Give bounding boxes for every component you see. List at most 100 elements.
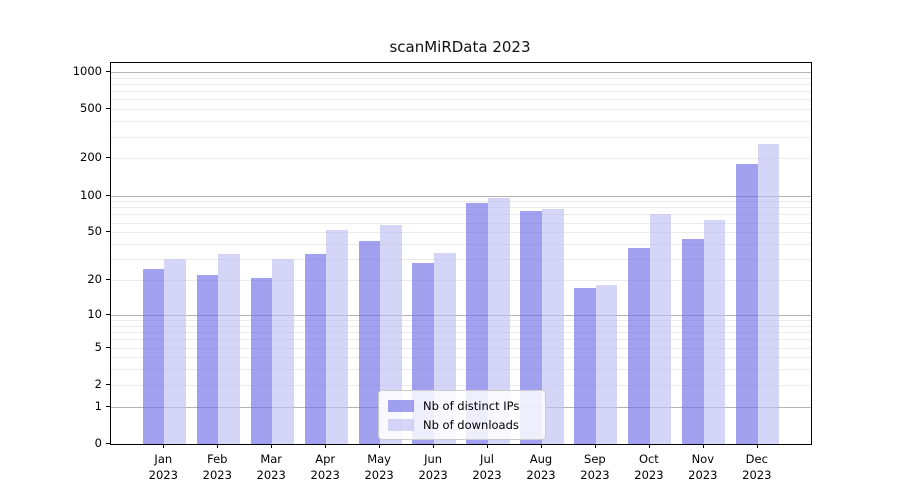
bar-ips-feb xyxy=(196,275,219,444)
x-tick-label-may: May 2023 xyxy=(351,451,407,483)
minor-gridline xyxy=(111,214,811,216)
x-tick-feb xyxy=(217,444,219,448)
x-tick-year-nov: 2023 xyxy=(688,468,718,482)
x-tick-year-jul: 2023 xyxy=(472,468,502,482)
x-tick-label-jun: Jun 2023 xyxy=(405,451,461,483)
x-tick-mar xyxy=(271,444,273,448)
y-tick-label-5: 5 xyxy=(94,339,102,354)
y-tick-1000 xyxy=(106,70,110,72)
x-tick-year-feb: 2023 xyxy=(202,468,232,482)
x-tick-label-sep: Sep 2023 xyxy=(567,451,623,483)
x-tick-may xyxy=(379,444,381,448)
minor-gridline xyxy=(111,136,811,138)
x-tick-label-aug: Aug 2023 xyxy=(513,451,569,483)
x-tick-label-mar: Mar 2023 xyxy=(243,451,299,483)
bar-downloads-apr xyxy=(326,230,348,444)
y-tick-label-200: 200 xyxy=(80,150,102,165)
bar-downloads-may xyxy=(380,225,402,444)
minor-gridline xyxy=(111,121,811,123)
bar-downloads-nov xyxy=(703,220,726,444)
y-tick-label-2: 2 xyxy=(94,376,102,391)
bar-downloads-jul xyxy=(488,198,510,444)
bar-ips-nov xyxy=(682,239,704,444)
y-tick-10 xyxy=(106,313,110,315)
major-gridline xyxy=(111,71,811,73)
bar-ips-aug xyxy=(520,210,542,444)
minor-gridline xyxy=(111,280,811,281)
y-tick-50 xyxy=(106,231,110,233)
y-tick-label-1: 1 xyxy=(94,398,102,413)
minor-gridline xyxy=(111,158,811,160)
x-tick-apr xyxy=(325,444,327,448)
minor-gridline xyxy=(111,91,811,93)
minor-gridline xyxy=(111,109,811,111)
minor-gridline xyxy=(111,369,811,371)
bar-ips-jul xyxy=(466,202,488,444)
bar-ips-dec xyxy=(736,164,758,444)
bar-ips-oct xyxy=(628,248,650,444)
minor-gridline xyxy=(111,347,811,349)
x-tick-label-jul: Jul 2023 xyxy=(459,451,515,483)
minor-gridline xyxy=(111,222,811,224)
bar-ips-apr xyxy=(304,254,327,444)
x-tick-year-jan: 2023 xyxy=(148,468,178,482)
bar-ips-jan xyxy=(142,268,165,444)
y-tick-0 xyxy=(106,443,110,444)
minor-gridline xyxy=(111,332,811,333)
minor-gridline xyxy=(111,325,811,327)
y-tick-2 xyxy=(106,383,110,385)
bar-ips-mar xyxy=(250,277,273,444)
x-tick-year-jun: 2023 xyxy=(418,468,448,482)
bar-downloads-mar xyxy=(272,259,294,444)
y-tick-label-100: 100 xyxy=(80,187,102,202)
x-tick-label-feb: Feb 2023 xyxy=(189,451,245,483)
minor-gridline xyxy=(111,201,811,203)
y-tick-200 xyxy=(106,157,110,159)
y-tick-label-10: 10 xyxy=(87,306,102,321)
major-gridline xyxy=(111,195,811,197)
x-tick-oct xyxy=(648,444,650,448)
y-tick-label-1000: 1000 xyxy=(72,63,102,78)
legend-label-ips: Nb of distinct IPs xyxy=(423,398,520,413)
bar-downloads-sep xyxy=(595,285,618,444)
y-tick-label-500: 500 xyxy=(80,101,102,116)
minor-gridline xyxy=(111,99,811,101)
bar-ips-may xyxy=(358,241,381,444)
y-tick-label-0: 0 xyxy=(94,436,102,450)
x-tick-nov xyxy=(702,444,704,448)
x-tick-jan xyxy=(163,444,165,448)
bar-downloads-oct xyxy=(649,213,672,444)
minor-gridline xyxy=(111,77,811,79)
legend-swatch-downloads xyxy=(388,418,414,431)
x-tick-label-nov: Nov 2023 xyxy=(675,451,731,483)
x-tick-label-dec: Dec 2023 xyxy=(729,451,785,483)
x-tick-label-jan: Jan 2023 xyxy=(135,451,191,483)
legend-swatch-ips xyxy=(388,399,414,412)
x-tick-year-dec: 2023 xyxy=(742,468,772,482)
x-tick-year-may: 2023 xyxy=(364,468,394,482)
chart-title: scanMiRData 2023 xyxy=(389,38,531,56)
y-tick-label-20: 20 xyxy=(87,272,102,286)
plot-area xyxy=(110,62,812,445)
x-tick-label-oct: Oct 2023 xyxy=(621,451,677,483)
minor-gridline xyxy=(111,384,811,386)
minor-gridline xyxy=(111,83,811,85)
x-tick-label-apr: Apr 2023 xyxy=(297,451,353,483)
minor-gridline xyxy=(111,320,811,321)
legend-row-ips: Nb of distinct IPs xyxy=(388,396,536,415)
x-tick-aug xyxy=(541,444,542,448)
x-tick-sep xyxy=(594,444,596,448)
x-tick-year-mar: 2023 xyxy=(256,468,286,482)
y-tick-500 xyxy=(106,108,110,110)
minor-gridline xyxy=(111,357,811,359)
y-tick-label-50: 50 xyxy=(87,224,102,239)
x-tick-year-oct: 2023 xyxy=(634,468,664,482)
x-tick-jun xyxy=(433,444,435,448)
minor-gridline xyxy=(111,259,811,261)
legend-label-downloads: Nb of downloads xyxy=(423,417,519,432)
y-tick-20 xyxy=(106,279,110,280)
y-tick-1 xyxy=(106,405,110,407)
bar-downloads-feb xyxy=(218,254,240,444)
x-tick-dec xyxy=(756,444,758,448)
